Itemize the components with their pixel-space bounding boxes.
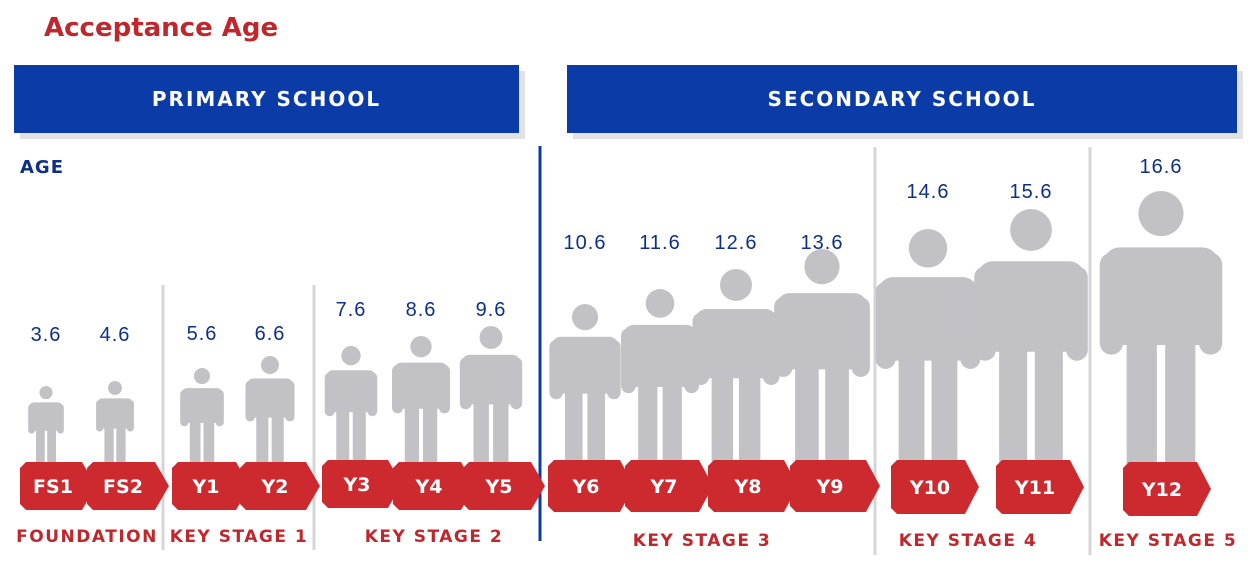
age-value: 12.6 <box>715 232 758 254</box>
age-value: 5.6 <box>187 323 218 345</box>
year-tag <box>240 462 320 510</box>
stage-label: FOUNDATION <box>16 527 158 547</box>
secondary-school-banner: SECONDARY SCHOOL <box>567 65 1237 133</box>
year-tag <box>891 460 979 514</box>
person-icon <box>96 381 134 466</box>
year-label: Y2 <box>261 476 289 498</box>
year-label: Y10 <box>909 477 950 499</box>
age-value: 8.6 <box>406 299 437 321</box>
year-tag <box>87 462 169 510</box>
year-label: FS1 <box>33 476 73 498</box>
person-icon <box>245 356 295 466</box>
person-icon <box>549 304 621 464</box>
year-tag <box>790 460 880 512</box>
person-icon <box>459 326 523 466</box>
year-tag <box>996 460 1084 514</box>
year-tag <box>708 460 798 512</box>
age-value: 14.6 <box>907 181 950 203</box>
stage-label: KEY STAGE 5 <box>1099 531 1238 551</box>
year-label: Y6 <box>572 476 600 498</box>
year-tag <box>20 462 96 510</box>
year-label: Y7 <box>650 476 678 498</box>
year-label: Y4 <box>415 476 443 498</box>
age-value: 13.6 <box>801 232 844 254</box>
year-label: Y12 <box>1141 479 1182 501</box>
year-label: Y1 <box>192 476 220 498</box>
person-icon <box>621 289 699 464</box>
year-tag <box>393 462 475 510</box>
age-value: 16.6 <box>1140 156 1183 178</box>
person-icon <box>692 269 780 464</box>
age-value: 3.6 <box>31 324 62 346</box>
age-value: 11.6 <box>639 232 680 254</box>
stage-label: KEY STAGE 1 <box>170 527 309 547</box>
year-tag <box>1123 462 1211 516</box>
person-icon <box>180 368 224 466</box>
year-tag <box>548 460 634 512</box>
year-tag <box>463 462 545 510</box>
person-icon <box>28 386 64 466</box>
year-tag <box>172 462 250 510</box>
person-icon <box>974 209 1088 464</box>
year-label: Y5 <box>485 476 513 498</box>
year-label: Y8 <box>734 476 762 498</box>
age-value: 15.6 <box>1010 181 1053 203</box>
age-value: 7.6 <box>336 299 367 321</box>
year-label: FS2 <box>103 476 143 498</box>
primary-school-banner: PRIMARY SCHOOL <box>14 65 519 133</box>
stage-label: KEY STAGE 4 <box>899 531 1038 551</box>
age-value: 10.6 <box>564 232 607 254</box>
person-icon <box>1099 191 1223 466</box>
stage-label: KEY STAGE 3 <box>633 531 772 551</box>
person-icon <box>774 249 870 464</box>
year-label: Y9 <box>816 476 844 498</box>
year-label: Y3 <box>343 474 371 496</box>
stage-label: KEY STAGE 2 <box>365 527 504 547</box>
age-axis-label: AGE <box>20 157 65 178</box>
page-title: Acceptance Age <box>44 13 279 43</box>
age-value: 6.6 <box>255 323 286 345</box>
person-icon <box>392 336 450 466</box>
year-label: Y11 <box>1014 477 1055 499</box>
age-value: 4.6 <box>100 324 131 346</box>
age-value: 9.6 <box>476 299 507 321</box>
person-icon <box>324 346 378 464</box>
year-tag <box>625 460 713 512</box>
year-tag <box>322 460 402 508</box>
person-icon <box>875 229 981 464</box>
